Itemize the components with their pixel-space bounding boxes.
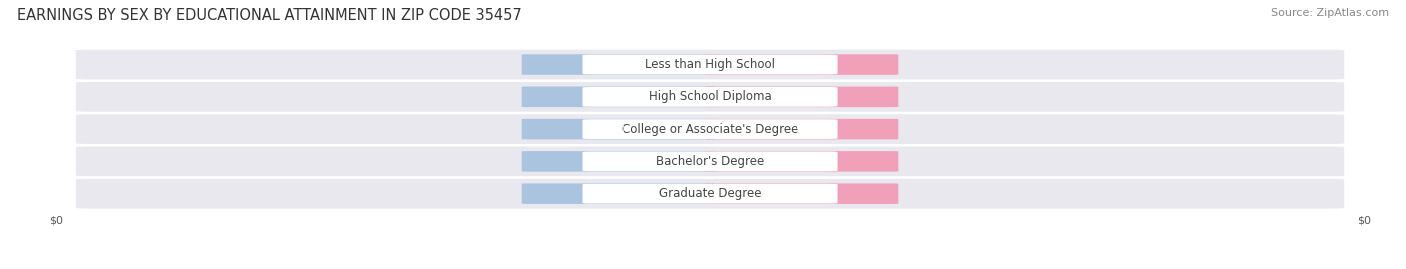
FancyBboxPatch shape — [76, 50, 1344, 79]
Text: $0: $0 — [794, 59, 808, 70]
Text: $0: $0 — [612, 189, 626, 199]
FancyBboxPatch shape — [522, 54, 716, 75]
Text: Bachelor's Degree: Bachelor's Degree — [657, 155, 763, 168]
Text: High School Diploma: High School Diploma — [648, 90, 772, 103]
FancyBboxPatch shape — [704, 54, 898, 75]
FancyBboxPatch shape — [76, 179, 1344, 208]
Text: $0: $0 — [794, 156, 808, 167]
Text: $0: $0 — [612, 92, 626, 102]
Text: Graduate Degree: Graduate Degree — [659, 187, 761, 200]
FancyBboxPatch shape — [704, 119, 898, 139]
Text: Less than High School: Less than High School — [645, 58, 775, 71]
Text: $0: $0 — [794, 124, 808, 134]
FancyBboxPatch shape — [522, 87, 716, 107]
Text: $0: $0 — [612, 59, 626, 70]
Legend: Male, Female: Male, Female — [651, 266, 769, 269]
FancyBboxPatch shape — [704, 183, 898, 204]
Text: Source: ZipAtlas.com: Source: ZipAtlas.com — [1271, 8, 1389, 18]
FancyBboxPatch shape — [522, 183, 716, 204]
FancyBboxPatch shape — [76, 82, 1344, 112]
FancyBboxPatch shape — [582, 87, 838, 107]
FancyBboxPatch shape — [704, 87, 898, 107]
FancyBboxPatch shape — [522, 151, 716, 172]
FancyBboxPatch shape — [704, 151, 898, 172]
FancyBboxPatch shape — [76, 147, 1344, 176]
Text: $0: $0 — [794, 189, 808, 199]
FancyBboxPatch shape — [582, 184, 838, 204]
Text: EARNINGS BY SEX BY EDUCATIONAL ATTAINMENT IN ZIP CODE 35457: EARNINGS BY SEX BY EDUCATIONAL ATTAINMEN… — [17, 8, 522, 23]
Text: College or Associate's Degree: College or Associate's Degree — [621, 123, 799, 136]
Text: $0: $0 — [794, 92, 808, 102]
FancyBboxPatch shape — [582, 151, 838, 171]
FancyBboxPatch shape — [522, 119, 716, 139]
FancyBboxPatch shape — [582, 55, 838, 75]
Text: $0: $0 — [612, 124, 626, 134]
FancyBboxPatch shape — [582, 119, 838, 139]
Text: $0: $0 — [612, 156, 626, 167]
FancyBboxPatch shape — [76, 114, 1344, 144]
